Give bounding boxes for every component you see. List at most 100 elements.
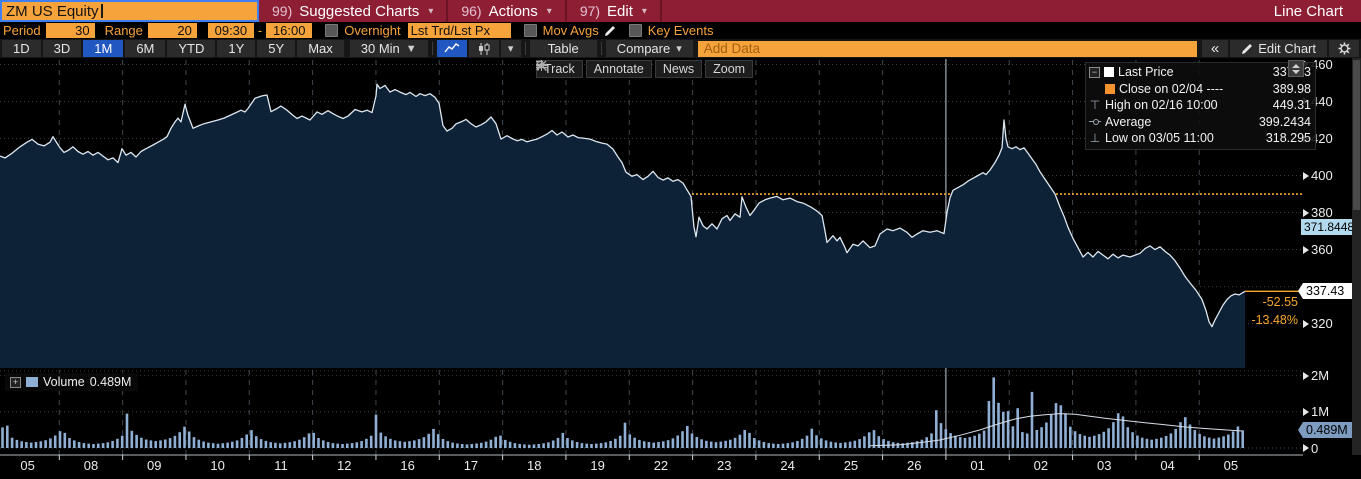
legend-row-close[interactable]: Close on 02/04 ---- 389.98 — [1089, 81, 1311, 98]
legend-value: 399.2434 — [1258, 114, 1311, 129]
volume-bar — [628, 434, 632, 448]
line-chart-type-button[interactable] — [436, 40, 467, 57]
mov-avgs-pencil-icon[interactable] — [604, 25, 616, 37]
volume-axis-label: 2M — [1303, 368, 1329, 384]
legend-row-average[interactable]: Average 399.2434 — [1089, 114, 1311, 131]
period-input[interactable]: 30 — [45, 23, 95, 38]
volume-bar — [609, 441, 612, 448]
tick-arrow-icon — [1303, 371, 1309, 380]
tick-arrow-icon — [1303, 171, 1309, 180]
volume-bar — [135, 434, 138, 448]
volume-legend[interactable]: + Volume 0.489M — [5, 373, 139, 391]
tab-1y[interactable]: 1Y — [217, 40, 256, 57]
volume-bar — [973, 435, 976, 448]
chart-panel[interactable]: Track Annotate News Zoom − Last Price 33… — [0, 57, 1361, 479]
session-end-input[interactable]: 16:00 — [266, 23, 313, 38]
legend-row-last-price[interactable]: − Last Price 337.43 — [1089, 64, 1311, 81]
title-menu-bar: ZM US Equity 99) Suggested Charts ▾ 96) … — [0, 0, 1361, 22]
edit-chart-button[interactable]: Edit Chart — [1230, 40, 1327, 57]
volume-bar — [58, 431, 62, 448]
candlestick-chart-type-button[interactable] — [468, 40, 499, 57]
volume-bar — [413, 440, 416, 448]
volume-bar — [87, 443, 90, 448]
volume-bar — [733, 437, 737, 448]
volume-bar — [618, 435, 622, 448]
security-input[interactable]: ZM US Equity — [0, 0, 259, 22]
zoom-button[interactable]: Zoom — [536, 60, 754, 78]
legend-label: Low on 03/05 11:00 — [1105, 131, 1214, 146]
volume-expand-icon[interactable]: + — [10, 376, 21, 388]
chart-settings-gear-button[interactable] — [1329, 40, 1359, 57]
menu-edit[interactable]: 97) Edit ▾ — [567, 0, 662, 22]
track-button[interactable]: Track — [536, 60, 583, 78]
collapse-panel-button[interactable]: « — [1201, 40, 1229, 57]
x-axis-label: 19 — [590, 458, 605, 473]
scrollbar-thumb[interactable] — [1353, 60, 1360, 210]
chart-type-more-dropdown[interactable]: ▾ — [500, 40, 521, 57]
menu-suggested-charts[interactable]: 99) Suggested Charts ▾ — [259, 0, 449, 22]
overnight-checkbox[interactable] — [325, 24, 339, 37]
volume-bar — [695, 437, 699, 448]
last-price-badge: 337.43 — [1298, 283, 1356, 299]
legend-collapse-icon[interactable]: − — [1089, 66, 1100, 78]
volume-bar — [1174, 428, 1177, 448]
tab-ytd[interactable]: YTD — [167, 40, 216, 57]
legend-row-high[interactable]: ⊤ High on 02/16 10:00 449.31 — [1089, 97, 1311, 114]
volume-bar — [978, 433, 981, 448]
volume-bar — [1145, 438, 1149, 448]
volume-bar — [877, 436, 881, 448]
volume-bar — [614, 438, 617, 448]
volume-bar — [1126, 427, 1130, 448]
right-scrollbar[interactable] — [1352, 58, 1361, 455]
tab-5y[interactable]: 5Y — [257, 40, 296, 57]
volume-bar — [858, 439, 861, 448]
legend-row-low[interactable]: ⊥ Low on 03/05 11:00 318.295 — [1089, 130, 1311, 147]
volume-bar — [556, 437, 560, 448]
volume-bar — [1160, 437, 1163, 448]
volume-bar — [307, 433, 311, 448]
tab-max[interactable]: Max — [297, 40, 344, 57]
volume-bar — [1021, 432, 1024, 448]
tab-1m[interactable]: 1M — [83, 40, 124, 57]
compare-dropdown[interactable]: Compare ▾ — [605, 40, 693, 57]
volume-bar — [164, 439, 167, 448]
volume-bar — [738, 434, 742, 448]
menu-actions[interactable]: 96) Actions ▾ — [448, 0, 567, 22]
spinner-down-icon[interactable] — [1292, 69, 1300, 74]
volume-bar — [20, 441, 23, 448]
price-volume-chart[interactable] — [0, 58, 1361, 479]
chevron-down-icon: ▼ — [405, 42, 417, 55]
table-button[interactable]: Table — [529, 40, 597, 57]
interval-dropdown[interactable]: 30 Min ▼ — [349, 40, 428, 57]
legend-value: 449.31 — [1272, 98, 1311, 113]
spinner-up-icon[interactable] — [1292, 63, 1300, 68]
news-button[interactable]: News — [536, 60, 703, 78]
tab-3d[interactable]: 3D — [42, 40, 82, 57]
tab-6m[interactable]: 6M — [125, 40, 166, 57]
volume-bar — [1155, 438, 1158, 448]
volume-bar — [25, 442, 28, 448]
volume-bar — [374, 414, 378, 448]
tracked-price-badge: 371.8448 — [1301, 219, 1361, 235]
volume-bar — [10, 437, 14, 448]
volume-bar — [283, 442, 287, 448]
mov-avgs-checkbox[interactable] — [523, 24, 537, 37]
legend-label: Average — [1105, 114, 1152, 129]
volume-bar — [312, 432, 315, 448]
volume-bar — [753, 438, 756, 448]
key-events-checkbox[interactable] — [628, 24, 642, 37]
annotate-button[interactable]: Annotate — [536, 60, 652, 78]
axis-scale-spinner[interactable] — [1288, 60, 1304, 77]
volume-bar — [346, 443, 349, 448]
volume-bar — [475, 443, 478, 448]
range-input[interactable]: 20 — [147, 23, 197, 38]
tab-1d[interactable]: 1D — [2, 40, 41, 57]
price-source-dropdown[interactable]: Lst Trd/Lst Px — [407, 23, 511, 38]
volume-bar — [331, 443, 335, 448]
add-data-input[interactable] — [697, 40, 1197, 57]
session-start-input[interactable]: 09:30 — [207, 23, 254, 38]
x-axis-label: 01 — [970, 458, 985, 473]
edit-chart-label: Edit Chart — [1258, 41, 1316, 56]
volume-bar — [1169, 433, 1173, 448]
volume-bar — [460, 444, 464, 448]
